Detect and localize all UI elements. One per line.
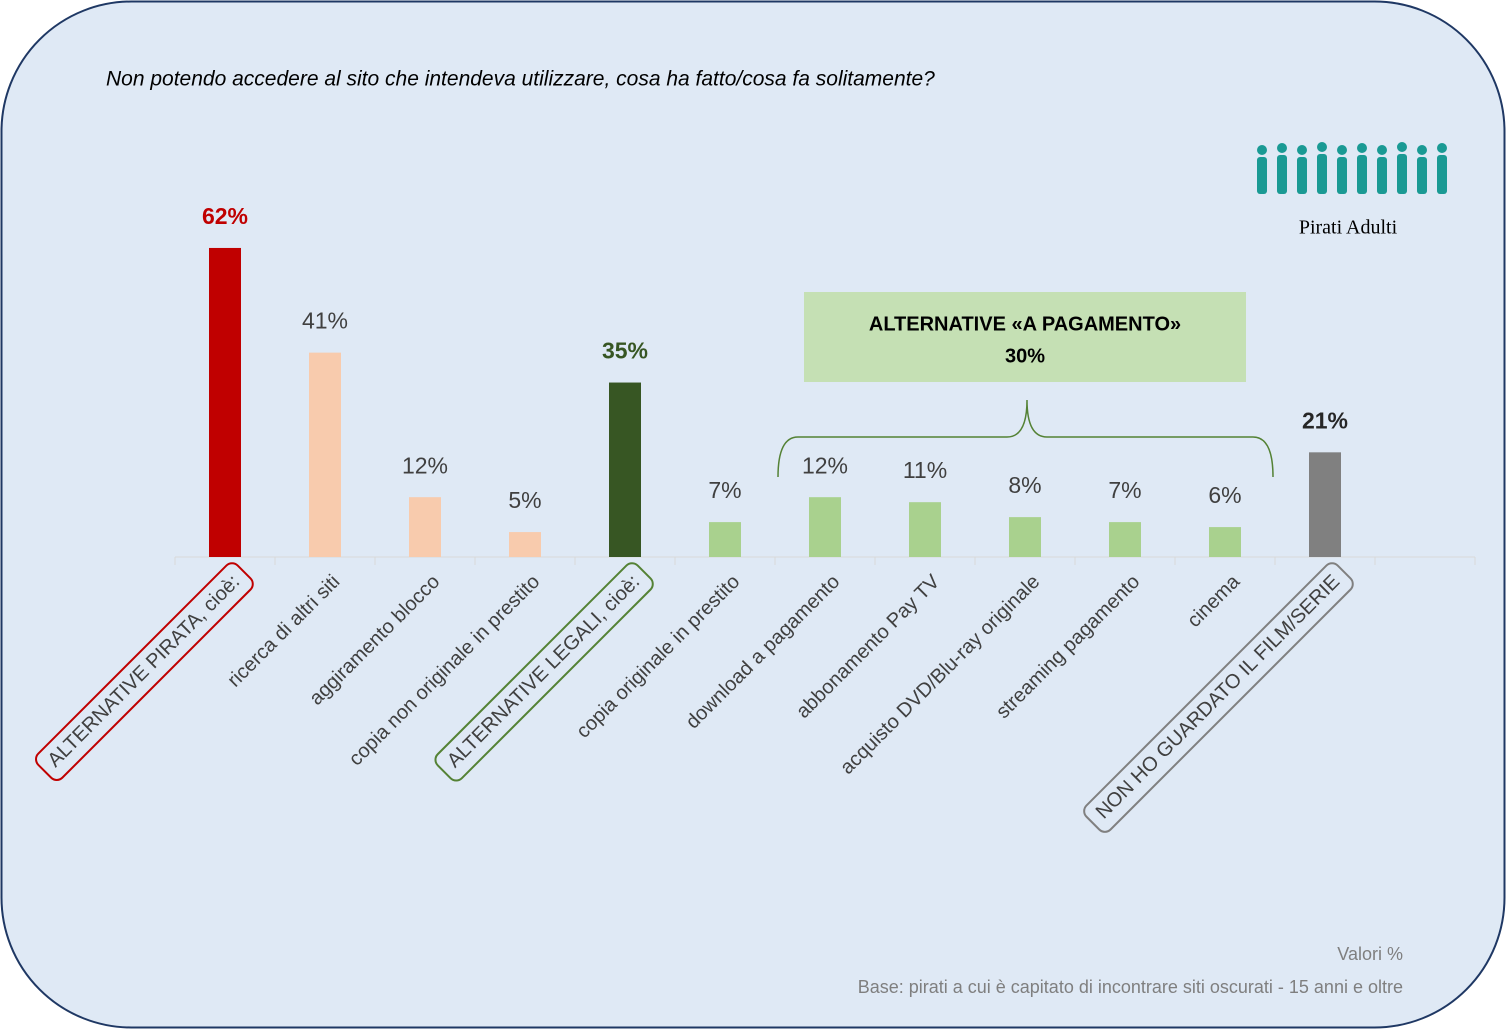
value-label: 41%	[302, 308, 348, 334]
value-label: 12%	[802, 452, 848, 478]
bar	[909, 502, 941, 557]
bar	[709, 522, 741, 557]
value-label: 11%	[903, 457, 947, 483]
note: Valori %	[1337, 944, 1403, 964]
value-label: 8%	[1008, 472, 1041, 498]
value-label: 21%	[1302, 407, 1348, 433]
bar	[409, 497, 441, 557]
logo	[1257, 142, 1447, 194]
value-label: 7%	[708, 477, 741, 503]
bar	[1009, 517, 1041, 557]
bracket-box	[804, 292, 1246, 382]
bar	[609, 382, 641, 557]
bracket-label: ALTERNATIVE «A PAGAMENTO»	[869, 313, 1181, 335]
value-label: 62%	[202, 203, 248, 229]
category-box	[35, 562, 254, 781]
value-label: 7%	[1108, 477, 1141, 503]
value-label: 5%	[508, 487, 541, 513]
bar	[1109, 522, 1141, 557]
value-label: 35%	[602, 338, 648, 364]
chart-title: Non potendo accedere al sito che intende…	[106, 68, 935, 91]
bar	[309, 352, 341, 557]
category-box	[1083, 562, 1354, 833]
bracket	[777, 399, 1274, 478]
bar	[1209, 527, 1241, 557]
note: Base: pirati a cui è capitato di incontr…	[858, 977, 1403, 997]
value-label: 6%	[1208, 482, 1241, 508]
bar	[809, 497, 841, 557]
category-box	[434, 562, 654, 782]
legend-label: Pirati Adulti	[1299, 217, 1398, 239]
bar	[209, 247, 241, 557]
value-label: 12%	[402, 452, 448, 478]
bar	[509, 532, 541, 557]
bar	[1309, 452, 1341, 557]
bracket-value: 30%	[1005, 345, 1045, 367]
